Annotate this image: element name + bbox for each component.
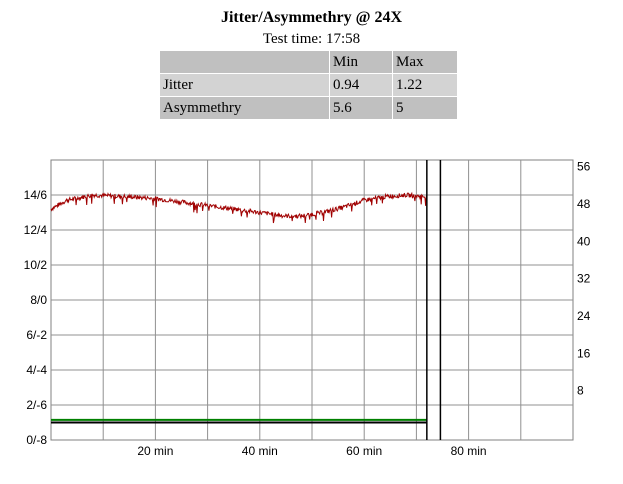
header-max: Max <box>392 50 458 74</box>
y-right-tick-label: 24 <box>577 309 591 323</box>
y-left-tick-label: 6/-2 <box>26 328 47 342</box>
row-label: Asymmethry <box>159 96 330 120</box>
test-time: Test time: 17:58 <box>262 31 361 47</box>
y-right-tick-label: 16 <box>577 346 591 360</box>
x-tick-label: 60 min <box>346 444 382 458</box>
table-row: Asymmethry 5.6 5 <box>159 96 458 120</box>
y-left-tick-label: 0/-8 <box>26 433 47 447</box>
y-right-tick-label: 8 <box>577 384 584 398</box>
header-min: Min <box>329 50 393 74</box>
cell-max: 1.22 <box>392 73 458 97</box>
cell-min: 5.6 <box>329 96 393 120</box>
y-left-tick-label: 8/0 <box>30 293 47 307</box>
series-line <box>50 191 428 224</box>
cell-min: 0.94 <box>329 73 393 97</box>
y-left-tick-label: 10/2 <box>24 258 48 272</box>
y-left-tick-label: 12/4 <box>24 223 48 237</box>
x-tick-label: 80 min <box>451 444 487 458</box>
table-row: Jitter 0.94 1.22 <box>159 73 458 97</box>
y-right-tick-label: 56 <box>577 160 591 174</box>
row-label: Jitter <box>159 73 330 97</box>
x-tick-label: 20 min <box>137 444 173 458</box>
y-right-tick-label: 32 <box>577 272 591 286</box>
chart-title: Jitter/Asymmethry @ 24X <box>220 9 403 26</box>
y-left-tick-label: 4/-4 <box>26 363 47 377</box>
x-tick-label: 40 min <box>242 444 278 458</box>
cell-max: 5 <box>392 96 458 120</box>
stats-table: Min Max Jitter 0.94 1.22 Asymmethry 5.6 5 <box>159 50 458 120</box>
y-left-tick-label: 2/-6 <box>26 398 47 412</box>
table-header-row: Min Max <box>159 50 458 74</box>
y-left-tick-label: 14/6 <box>24 188 48 202</box>
y-right-tick-label: 48 <box>577 197 591 211</box>
y-right-tick-label: 40 <box>577 234 591 248</box>
header-cell <box>159 50 330 74</box>
